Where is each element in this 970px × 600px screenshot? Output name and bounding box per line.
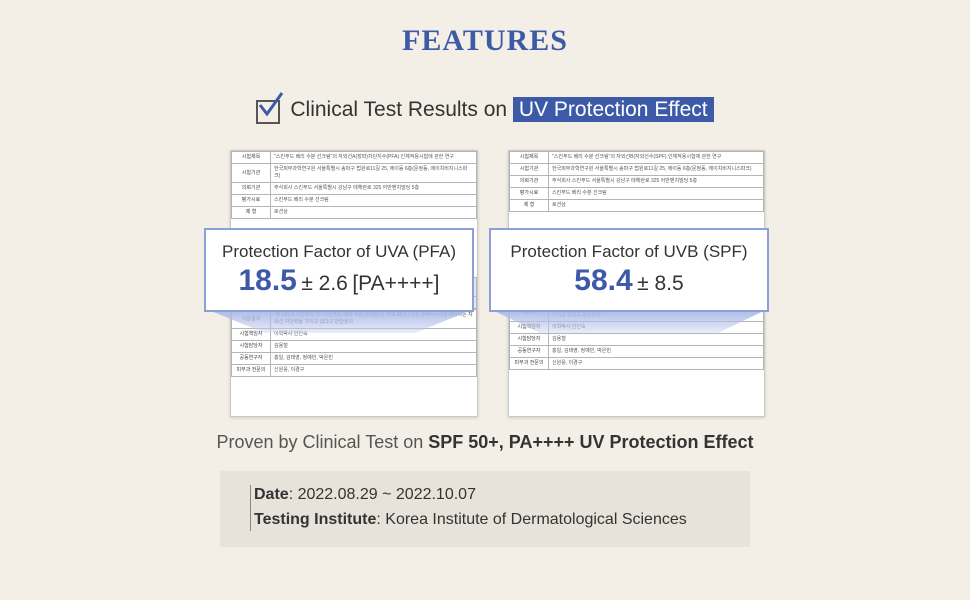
doc-row-value: 김용철 [548, 333, 764, 346]
pfa-label: Protection Factor of UVA (PFA) [222, 242, 456, 261]
doc-row-key: 의뢰기관 [231, 182, 271, 195]
pfa-callout: Protection Factor of UVA (PFA) 18.5 ± 2.… [204, 228, 474, 312]
doc-table-row: 시험담당자 김용철 [231, 340, 477, 353]
spf-callout-fan [490, 309, 768, 333]
doc-table-row: 제 형 로션상 [509, 199, 764, 212]
doc-table-row: 평가시료 스킨푸드 베리 수분 선크림 [509, 187, 764, 200]
doc-row-key: 평가시료 [509, 187, 549, 200]
doc-row-value: 스킨푸드 베리 수분 선크림 [270, 194, 477, 207]
doc-row-key: 의뢰기관 [509, 175, 549, 188]
proven-prefix: Proven by Clinical Test on [216, 432, 429, 452]
doc-table-row: 의뢰기관 주식회사 스킨푸드 서울특별시 강남구 테헤란로 325 어반벤치빌딩 … [231, 182, 477, 195]
institute-value: : Korea Institute of Dermatological Scie… [376, 511, 687, 528]
doc-table-row: 공동연구자 홍일, 김태영, 정예빈, 박은빈 [231, 352, 477, 365]
institute-label: Testing Institute [254, 511, 377, 528]
doc-row-value: 홍일, 김태영, 정예빈, 박은빈 [548, 345, 764, 358]
spf-callout: Protection Factor of UVB (SPF) 58.4 ± 8.… [489, 228, 769, 312]
checkbox-check-icon [256, 92, 284, 124]
doc-row-key: 공동연구자 [509, 345, 549, 358]
doc-row-value: 주식회사 스킨푸드 서울특별시 강남구 테헤란로 325 어반벤치빌딩 5층 [548, 175, 764, 188]
doc-table-row: 피부과 전문의 신원웅, 이경구 [509, 357, 764, 370]
info-divider [250, 485, 251, 531]
pfa-grade: [PA++++] [352, 272, 440, 295]
doc-row-value: 한국피부과학연구원 서울특별시 송파구 법원로11길 25, 에이동 6층(문정… [270, 163, 477, 183]
proven-statement: Proven by Clinical Test on SPF 50+, PA++… [0, 432, 970, 453]
doc-row-key: 제 형 [231, 206, 271, 219]
spf-value-row: 58.4 ± 8.5 [491, 264, 767, 298]
doc-row-key: 시험제목 [509, 151, 549, 164]
features-heading: FEATURES [402, 24, 568, 57]
proven-bold: SPF 50+, PA++++ UV Protection Effect [428, 432, 754, 452]
pfa-plusminus: ± 2.6 [301, 272, 348, 295]
doc-table-row: 공동연구자 홍일, 김태영, 정예빈, 박은빈 [509, 345, 764, 358]
pfa-value: 18.5 [238, 264, 297, 297]
doc-row-value: 스킨푸드 베리 수분 선크림 [548, 187, 764, 200]
doc-row-value: 김용철 [270, 340, 477, 353]
spf-doc-table-top: 시험제목 "스킨푸드 베리 수분 선크림"의 자외선B(자외선수(SPF) 인체적… [509, 151, 764, 212]
doc-row-value: 주식회사 스킨푸드 서울특별시 강남구 테헤란로 325 어반벤치빌딩 5층 [270, 182, 477, 195]
doc-row-value: 한국피부과학연구원 서울특별시 송파구 법원로11길 25, 에이동 6층(문정… [548, 163, 764, 176]
spf-plusminus: ± 8.5 [637, 272, 684, 295]
doc-row-value: 신원웅, 이경구 [548, 357, 764, 370]
spf-value: 58.4 [574, 264, 633, 297]
doc-row-key: 시험기관 [509, 163, 549, 176]
date-value: : 2022.08.29 ~ 2022.10.07 [288, 486, 476, 503]
pfa-doc-table-top: 시험제목 "스킨푸드 베리 수분 선크림"의 자외선A(장파)차단지수(PFA) … [231, 151, 477, 219]
doc-row-value: "스킨푸드 베리 수분 선크림"의 자외선B(자외선수(SPF) 인체적용시험에… [548, 151, 764, 164]
doc-row-value: 홍일, 김태영, 정예빈, 박은빈 [270, 352, 477, 365]
doc-row-value: 신원웅, 이경구 [270, 364, 477, 377]
date-label: Date [254, 486, 289, 503]
doc-row-key: 시험기관 [231, 163, 271, 183]
doc-table-row: 피부과 전문의 신원웅, 이경구 [231, 364, 477, 377]
doc-row-value: 로션상 [548, 199, 764, 212]
doc-row-key: 피부과 전문의 [231, 364, 271, 377]
doc-table-row: 시험기관 한국피부과학연구원 서울특별시 송파구 법원로11길 25, 에이동 6… [231, 163, 477, 183]
doc-table-row: 의뢰기관 주식회사 스킨푸드 서울특별시 강남구 테헤란로 325 어반벤치빌딩 … [509, 175, 764, 188]
doc-row-key: 제 형 [509, 199, 549, 212]
info-box: Date: 2022.08.29 ~ 2022.10.07 Testing In… [220, 471, 750, 547]
date-line: Date: 2022.08.29 ~ 2022.10.07 [254, 486, 476, 504]
doc-table-row: 시험제목 "스킨푸드 베리 수분 선크림"의 자외선B(자외선수(SPF) 인체적… [509, 151, 764, 164]
doc-table-row: 평가시료 스킨푸드 베리 수분 선크림 [231, 194, 477, 207]
subtitle: Clinical Test Results on UV Protection E… [290, 97, 714, 122]
doc-row-key: 시험담당자 [509, 333, 549, 346]
doc-table-row: 시험기관 한국피부과학연구원 서울특별시 송파구 법원로11길 25, 에이동 6… [509, 163, 764, 176]
spf-label: Protection Factor of UVB (SPF) [510, 242, 748, 261]
doc-table-row: 시험제목 "스킨푸드 베리 수분 선크림"의 자외선A(장파)차단지수(PFA) … [231, 151, 477, 164]
subtitle-row: Clinical Test Results on UV Protection E… [0, 92, 970, 124]
doc-table-row: 제 형 로션상 [231, 206, 477, 219]
doc-row-key: 시험담당자 [231, 340, 271, 353]
doc-row-key: 피부과 전문의 [509, 357, 549, 370]
doc-row-value: "스킨푸드 베리 수분 선크림"의 자외선A(장파)차단지수(PFA) 인체적용… [270, 151, 477, 164]
doc-row-key: 시험제목 [231, 151, 271, 164]
subtitle-prefix: Clinical Test Results on [290, 98, 513, 121]
doc-table-row: 시험담당자 김용철 [509, 333, 764, 346]
subtitle-highlight: UV Protection Effect [512, 97, 714, 122]
institute-line: Testing Institute: Korea Institute of De… [254, 511, 687, 529]
doc-row-value: 로션상 [270, 206, 477, 219]
doc-row-key: 공동연구자 [231, 352, 271, 365]
pfa-value-row: 18.5 ± 2.6 [PA++++] [206, 264, 472, 298]
doc-row-key: 평가시료 [231, 194, 271, 207]
